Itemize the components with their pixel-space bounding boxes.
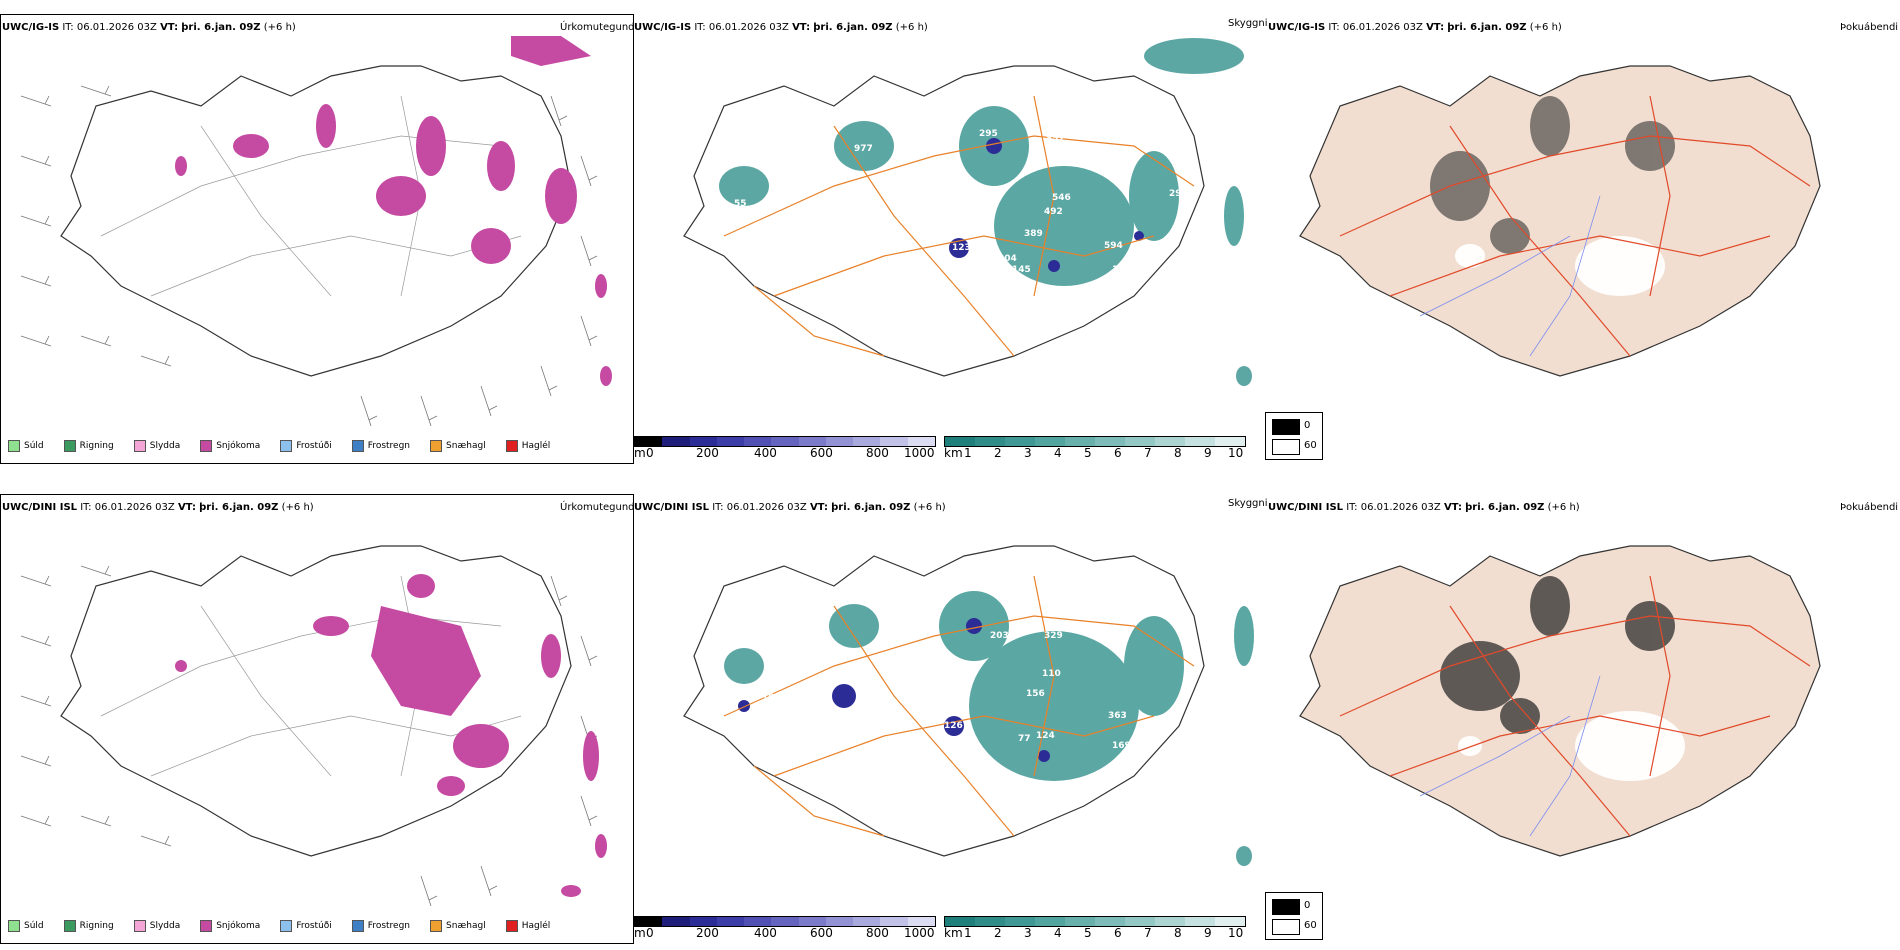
svg-text:852: 852 <box>1046 134 1065 144</box>
legend-swatch <box>505 440 518 452</box>
row-bottom: UWC/DINI ISL IT: 06.01.2026 03Z VT: þri.… <box>0 480 1900 950</box>
row-top: UWC/IG-IS IT: 06.01.2026 03Z VT: þri. 6.… <box>0 0 1900 470</box>
svg-text:492: 492 <box>1044 207 1063 217</box>
svg-text:304: 304 <box>998 254 1017 264</box>
iceland-outline <box>60 65 572 377</box>
legend-swatch <box>200 920 213 932</box>
precip-map-bottom <box>20 545 607 907</box>
cloudbase-bar-fill <box>634 436 936 447</box>
legend-swatch <box>8 920 20 932</box>
svg-text:329: 329 <box>1044 631 1063 641</box>
legend-swatch <box>430 920 443 932</box>
visibility-bar-fill <box>944 436 1246 447</box>
svg-text:546: 546 <box>1052 193 1071 203</box>
legend-swatch <box>280 920 293 932</box>
precip-legend-top: Súld Rigning Slydda Snjókoma Frostúði Fr… <box>2 440 564 452</box>
snow-areas <box>175 36 612 386</box>
legend-swatch <box>351 440 364 452</box>
visibility-colorbar-top: km 1 2 3 4 5 6 7 8 9 10 <box>944 436 1246 460</box>
precip-title-bottom: Úrkomutegund <box>560 502 635 513</box>
precip-title-top: Úrkomutegund <box>560 22 635 33</box>
svg-text:136: 136 <box>1112 265 1131 275</box>
visibility-map-top: 977 295 852 296 349 553 546 492 389 299 … <box>683 38 1252 386</box>
legend-swatch <box>280 440 293 452</box>
svg-text:518: 518 <box>1144 253 1163 263</box>
svg-text:123: 123 <box>952 243 971 253</box>
visibility-header-top: UWC/IG-IS IT: 06.01.2026 03Z VT: þri. 6.… <box>634 22 928 33</box>
precip-panel-bottom <box>0 494 634 944</box>
fog-legend-top: 0 60 <box>1265 412 1323 460</box>
svg-text:363: 363 <box>1108 711 1127 721</box>
svg-text:124: 124 <box>1036 731 1055 741</box>
precip-legend-bottom: Súld Rigning Slydda Snjókoma Frostúði Fr… <box>2 920 564 932</box>
svg-text:77: 77 <box>1018 734 1031 744</box>
precip-map-top <box>20 36 612 427</box>
svg-text:455: 455 <box>1144 721 1163 731</box>
visibility-title-bottom: Skyggni <box>1228 498 1268 509</box>
legend-swatch <box>430 440 443 452</box>
visibility-map-bottom: 35 498 329 203 110 156 126 77 124 363 45… <box>683 545 1254 866</box>
legend-swatch <box>200 440 213 452</box>
visibility-colorbar-bottom: km 1 2 3 4 5 6 7 8 9 10 <box>944 916 1246 940</box>
svg-text:349: 349 <box>976 194 995 204</box>
svg-text:55: 55 <box>734 199 747 209</box>
cloudbase-colorbar-bottom: m 0 200 400 600 800 1000 <box>634 916 936 940</box>
svg-text:203: 203 <box>990 631 1009 641</box>
legend-swatch <box>63 920 76 932</box>
fog-header-bottom: UWC/DINI ISL IT: 06.01.2026 03Z VT: þri.… <box>1268 502 1580 513</box>
precip-header-top: UWC/IG-IS IT: 06.01.2026 03Z VT: þri. 6.… <box>2 22 296 33</box>
svg-text:156: 156 <box>1026 689 1045 699</box>
legend-swatch <box>351 920 364 932</box>
svg-text:35: 35 <box>896 609 909 619</box>
visibility-header-bottom: UWC/DINI ISL IT: 06.01.2026 03Z VT: þri.… <box>634 502 946 513</box>
legend-swatch <box>133 440 146 452</box>
fog-header-top: UWC/IG-IS IT: 06.01.2026 03Z VT: þri. 6.… <box>1268 22 1562 33</box>
fog-map-top <box>1299 65 1821 377</box>
svg-text:498: 498 <box>1051 603 1070 613</box>
svg-text:145: 145 <box>1012 265 1031 275</box>
fog-legend-bottom: 0 60 <box>1265 892 1323 940</box>
legend-swatch <box>133 920 146 932</box>
svg-text:126: 126 <box>944 721 963 731</box>
cloudbase-colorbar-top: m 0 200 400 600 800 1000 <box>634 436 936 460</box>
precip-header-bottom: UWC/DINI ISL IT: 06.01.2026 03Z VT: þri.… <box>2 502 314 513</box>
precip-panel-top <box>0 14 634 464</box>
svg-text:110: 110 <box>1042 669 1061 679</box>
svg-text:553: 553 <box>972 207 991 217</box>
svg-text:107: 107 <box>762 693 781 703</box>
wind-barbs <box>20 85 598 427</box>
fog-title-bottom: Þokuábendi <box>1840 502 1899 513</box>
fog-map-bottom <box>1299 545 1821 857</box>
svg-text:169: 169 <box>1112 741 1131 751</box>
fog-title-top: Þokuábendi <box>1840 22 1899 33</box>
visibility-title-top: Skyggni <box>1228 18 1268 29</box>
svg-text:295: 295 <box>979 129 998 139</box>
svg-text:389: 389 <box>1024 229 1043 239</box>
svg-text:594: 594 <box>1104 241 1123 251</box>
svg-text:296: 296 <box>1082 121 1101 131</box>
legend-swatch <box>63 440 76 452</box>
svg-text:977: 977 <box>854 144 873 154</box>
legend-swatch <box>505 920 518 932</box>
legend-swatch <box>8 440 20 452</box>
svg-text:299: 299 <box>1169 189 1188 199</box>
